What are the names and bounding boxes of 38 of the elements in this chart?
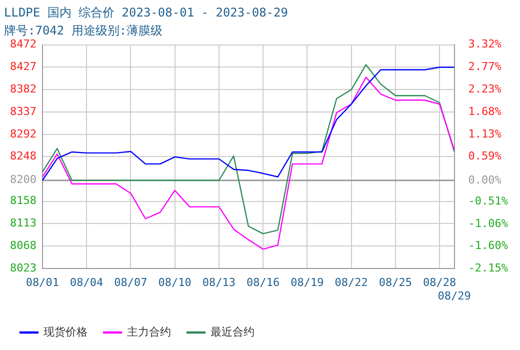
y-tick-label: 8200	[10, 173, 36, 186]
x-tick-label: 08/28	[422, 276, 456, 290]
y-tick-label: 8113	[10, 216, 36, 230]
y2-tick-label: 2.77%	[468, 60, 502, 74]
y2-tick-label: 2.23%	[468, 82, 502, 96]
x-tick-label: 08/10	[158, 276, 192, 290]
y2-tick-label: 1.13%	[468, 127, 502, 140]
x-tick-label: 08/16	[246, 276, 280, 290]
x-tick-label: 08/04	[70, 276, 104, 290]
y-tick-label: 8158	[10, 194, 36, 208]
y-tick-label: 8337	[10, 104, 36, 118]
y2-tick-label: -2.15%	[468, 261, 508, 274]
x-tick-label: 08/22	[334, 276, 368, 290]
y-tick-label: 8248	[10, 149, 36, 162]
y2-tick-label: 0.59%	[468, 149, 502, 162]
y-tick-label: 8472	[10, 38, 36, 51]
y-tick-label: 8382	[10, 82, 36, 96]
legend-label: 现货价格	[44, 325, 88, 338]
x-tick-label: 08/19	[290, 276, 324, 290]
y2-tick-label: -1.60%	[468, 238, 508, 252]
x-tick-label: 08/07	[114, 276, 148, 290]
y2-tick-label: -0.51%	[468, 194, 508, 208]
y-tick-label: 8068	[10, 239, 36, 252]
y2-tick-label: 3.32%	[468, 38, 502, 51]
x-tick-label: 08/25	[378, 276, 412, 290]
y2-tick-label: 0.00%	[468, 173, 502, 186]
chart-title: LLDPE 国内 综合价 2023-08-01 - 2023-08-29	[4, 5, 288, 20]
y-tick-label: 8427	[10, 60, 36, 74]
x-tick-label: 08/13	[202, 276, 236, 290]
legend-label: 主力合约	[127, 325, 171, 338]
legend-label: 最近合约	[210, 325, 254, 338]
y-tick-label: 8023	[10, 261, 36, 274]
y2-tick-label: 1.68%	[468, 104, 502, 118]
y2-tick-label: -1.06%	[468, 216, 508, 230]
chart-subtitle: 牌号:7042 用途级别:薄膜级	[4, 24, 163, 38]
x-tick-label: 08/29	[438, 289, 471, 302]
x-tick-label: 08/01	[26, 276, 60, 290]
y-tick-label: 8292	[10, 127, 36, 140]
